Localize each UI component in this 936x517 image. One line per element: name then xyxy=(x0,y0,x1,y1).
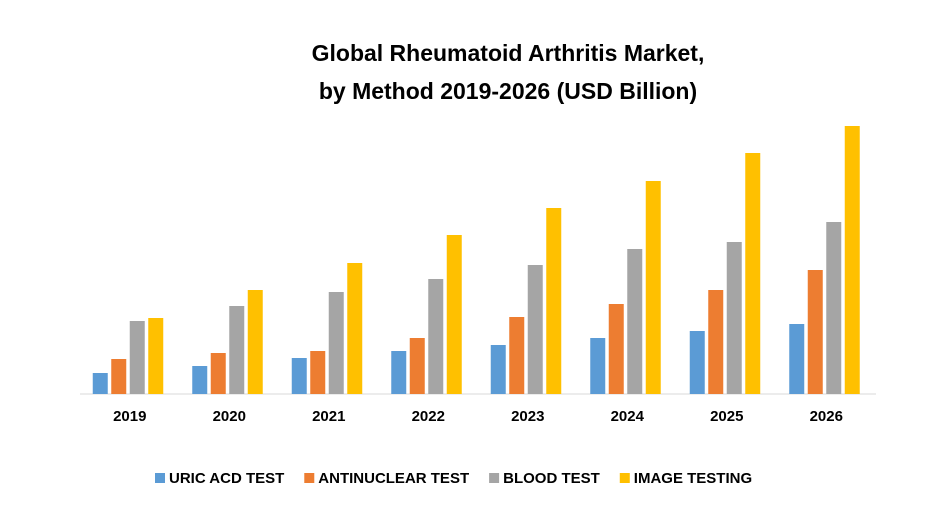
bar xyxy=(608,304,624,394)
bar xyxy=(509,317,525,394)
bar xyxy=(527,265,543,394)
bar xyxy=(645,181,661,394)
bar xyxy=(807,270,823,394)
bar xyxy=(708,290,724,394)
x-tick-label: 2025 xyxy=(710,408,743,425)
bar xyxy=(111,359,127,394)
bar xyxy=(789,324,805,394)
x-tick-label: 2020 xyxy=(213,408,246,425)
x-tick-label: 2023 xyxy=(511,408,544,425)
legend-swatch xyxy=(155,473,165,483)
bar xyxy=(92,373,108,394)
bar xyxy=(546,208,562,394)
bar xyxy=(192,366,208,394)
bar xyxy=(247,290,263,394)
bar xyxy=(490,345,506,394)
x-tick-label: 2024 xyxy=(611,408,645,425)
chart-title: Global Rheumatoid Arthritis Market, xyxy=(312,40,705,66)
chart-title: by Method 2019-2026 (USD Billion) xyxy=(319,78,697,104)
bar xyxy=(826,222,842,394)
bar xyxy=(745,153,761,394)
bar xyxy=(627,249,643,394)
bar xyxy=(310,351,326,394)
legend-swatch xyxy=(619,473,630,483)
bar xyxy=(428,279,444,394)
bar xyxy=(229,306,245,394)
x-tick-label: 2019 xyxy=(113,408,146,425)
x-tick-label: 2026 xyxy=(810,408,843,425)
bar xyxy=(726,242,742,394)
legend-label: ANTINUCLEAR TEST xyxy=(318,470,469,487)
legend-label: IMAGE TESTING xyxy=(634,470,752,487)
bar xyxy=(446,235,462,394)
bar xyxy=(210,353,226,394)
bar xyxy=(391,351,407,394)
bar xyxy=(689,331,705,394)
bar xyxy=(148,318,164,394)
legend-label: URIC ACD TEST xyxy=(169,470,284,487)
bar xyxy=(844,126,860,394)
bar xyxy=(347,263,363,394)
bar xyxy=(129,321,145,394)
legend-swatch xyxy=(304,473,315,483)
bar xyxy=(291,358,307,394)
legend-swatch xyxy=(489,473,500,483)
x-tick-label: 2021 xyxy=(312,408,345,425)
x-tick-label: 2022 xyxy=(412,408,445,425)
bar xyxy=(328,292,344,394)
legend-label: BLOOD TEST xyxy=(503,470,600,487)
bar xyxy=(409,338,425,394)
bar xyxy=(590,338,606,394)
